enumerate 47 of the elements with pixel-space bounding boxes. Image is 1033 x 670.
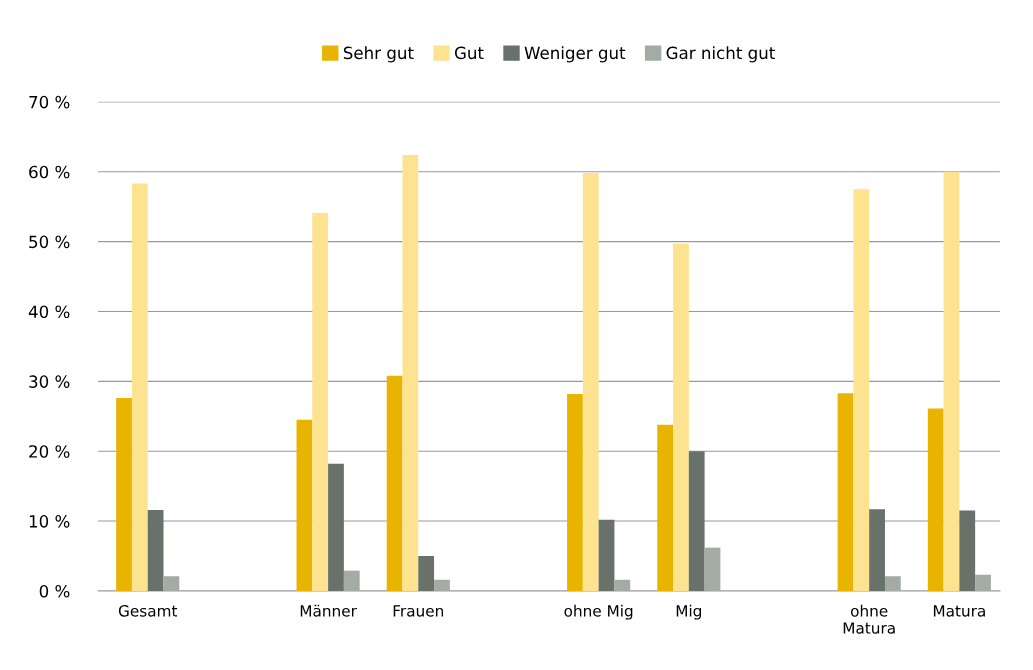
y-tick-label: 70 % xyxy=(29,95,70,109)
bar xyxy=(657,424,674,591)
bar xyxy=(614,579,631,591)
bar xyxy=(673,243,689,591)
bar xyxy=(959,510,976,591)
bar xyxy=(328,463,344,591)
bar xyxy=(116,398,132,591)
x-tick-label: Matura xyxy=(933,605,985,617)
bar xyxy=(704,547,721,591)
bar xyxy=(927,408,944,591)
bar xyxy=(163,576,180,591)
y-tick-label: 20 % xyxy=(29,445,70,458)
x-tick-label: Gesamt xyxy=(118,605,178,617)
bar xyxy=(837,393,854,591)
bar xyxy=(582,173,599,591)
x-tick-label: ohne Mig xyxy=(564,604,633,620)
y-tick-label: 60 % xyxy=(29,165,70,179)
x-tick-label: Männer xyxy=(300,604,357,617)
legend-label: Gut xyxy=(454,46,484,60)
bar xyxy=(147,509,164,591)
bar xyxy=(434,579,450,591)
bar xyxy=(386,375,403,591)
bar xyxy=(884,576,901,591)
legend-label: Sehr gut xyxy=(343,46,414,63)
bar xyxy=(296,419,313,591)
bar xyxy=(131,183,148,591)
x-tick-label: Mig xyxy=(676,604,701,620)
y-tick-label: 30 % xyxy=(29,375,70,388)
bar xyxy=(869,509,885,591)
bar xyxy=(975,574,991,591)
y-tick-label: 50 % xyxy=(29,235,70,249)
legend-label: Gar nicht gut xyxy=(666,46,775,63)
y-tick-label: 10 % xyxy=(29,515,70,528)
bar xyxy=(943,171,960,591)
bar xyxy=(688,451,705,591)
bar xyxy=(853,189,870,591)
bar xyxy=(312,212,329,591)
bar xyxy=(402,154,419,591)
bar xyxy=(343,570,360,591)
x-tick-label: ohne Matura xyxy=(843,604,895,634)
bar xyxy=(598,519,615,591)
y-tick-label: 0 % xyxy=(39,584,70,598)
legend-label: Weniger gut xyxy=(524,46,626,63)
bar xyxy=(567,393,583,591)
x-tick-label: Frauen xyxy=(393,605,444,617)
bar xyxy=(418,556,435,591)
y-tick-label: 40 % xyxy=(28,305,70,319)
